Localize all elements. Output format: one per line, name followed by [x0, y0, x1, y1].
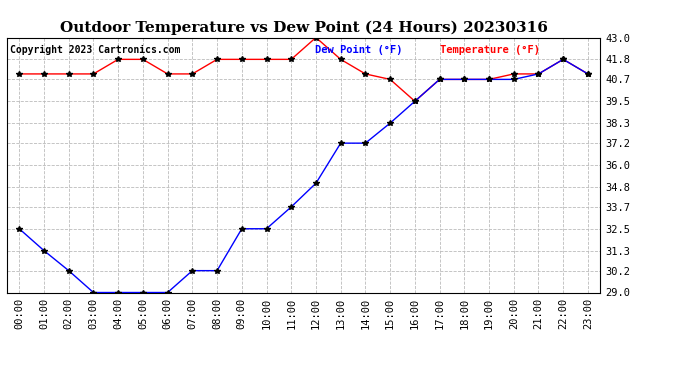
Text: Copyright 2023 Cartronics.com: Copyright 2023 Cartronics.com	[10, 45, 180, 55]
Text: Temperature (°F): Temperature (°F)	[440, 45, 540, 55]
Text: Dew Point (°F): Dew Point (°F)	[315, 45, 403, 55]
Title: Outdoor Temperature vs Dew Point (24 Hours) 20230316: Outdoor Temperature vs Dew Point (24 Hou…	[59, 21, 548, 35]
